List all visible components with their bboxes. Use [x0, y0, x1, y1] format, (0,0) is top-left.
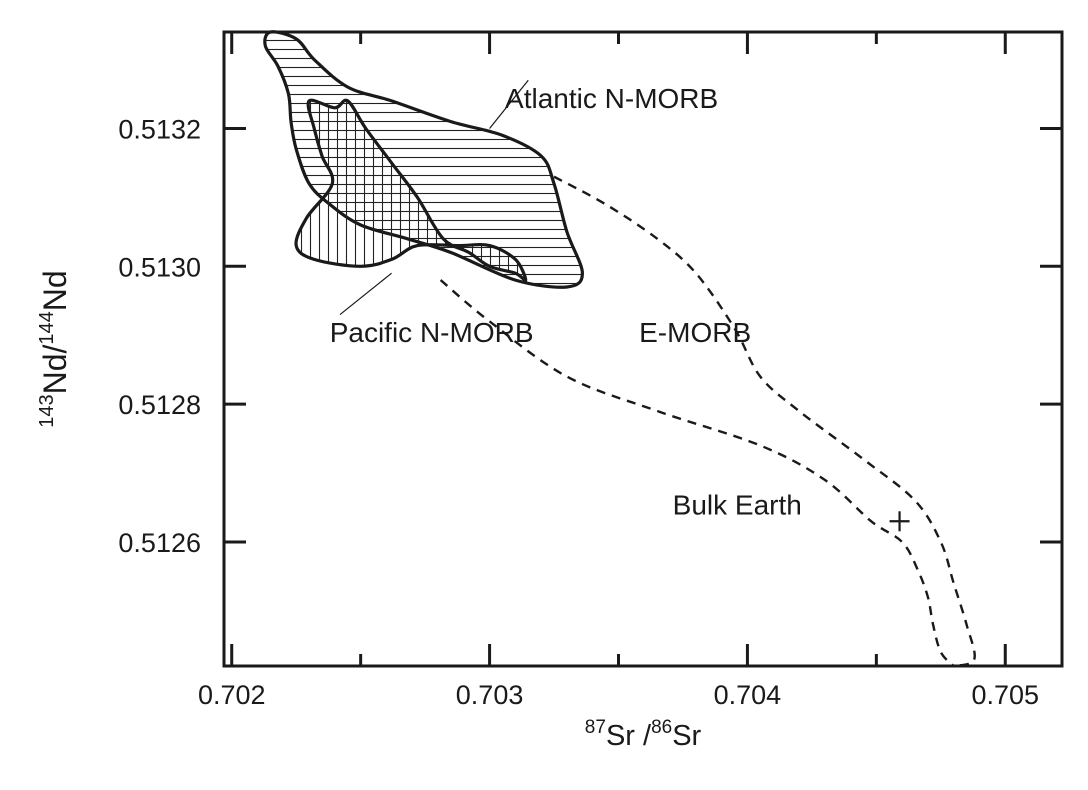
annotation-atlantic-n-morb: Atlantic N-MORB: [505, 83, 718, 114]
x-tick-label: 0.703: [456, 680, 524, 710]
y-tick-label: 0.5128: [118, 390, 201, 420]
x-tick-label: 0.702: [198, 680, 266, 710]
x-axis-title: 87Sr /86Sr: [585, 717, 702, 752]
e-morb-lower-boundary: [439, 279, 955, 667]
leader-line-2: [339, 272, 392, 316]
annotation-pacific-n-morb: Pacific N-MORB: [330, 317, 534, 348]
leader-line-1: [489, 79, 529, 129]
e-morb-upper-boundary: [553, 175, 976, 668]
annotation-bulk-earth: Bulk Earth: [673, 489, 802, 520]
plot-frame: [222, 30, 1064, 668]
pacific-n-morb-field: [294, 98, 528, 283]
y-tick-label: 0.5130: [118, 252, 201, 282]
x-tick-label: 0.705: [971, 680, 1039, 710]
x-tick-label: 0.704: [714, 680, 782, 710]
bulk-earth-marker: [889, 511, 910, 532]
y-tick-label: 0.5132: [118, 114, 201, 144]
y-tick-label: 0.5126: [118, 528, 201, 558]
atlantic-n-morb-field: [263, 30, 584, 289]
y-axis-title: 143Nd/144Nd: [36, 270, 73, 427]
annotation-e-morb: E-MORB: [639, 317, 751, 348]
